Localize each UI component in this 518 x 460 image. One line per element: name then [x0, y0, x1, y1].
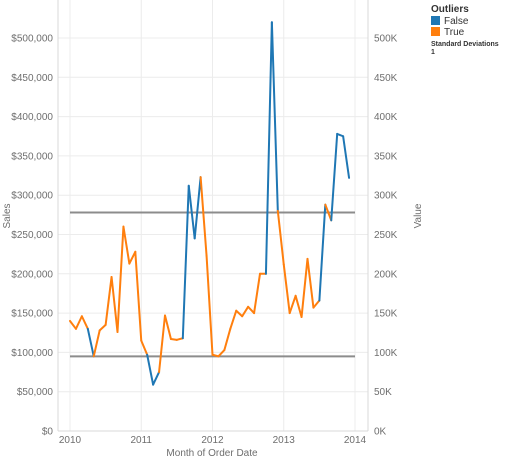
- y-tick-label-right: 50K: [374, 387, 392, 398]
- series-segment: [235, 309, 244, 318]
- series-segment: [264, 21, 273, 275]
- y-tick-label-left: $200,000: [11, 269, 53, 280]
- series-segment: [288, 294, 297, 315]
- y-axis-title: Sales: [2, 203, 13, 228]
- x-axis-title: Month of Order Date: [166, 448, 258, 459]
- y-tick-label-left: $250,000: [11, 230, 53, 241]
- legend-swatch-true[interactable]: [431, 27, 440, 36]
- series-segment: [342, 135, 351, 179]
- legend-title: Outliers: [431, 4, 469, 15]
- legend: Outliers False True Standard Deviations …: [431, 4, 499, 56]
- y-tick-label-right: 200K: [374, 269, 398, 280]
- series-segment: [330, 132, 339, 222]
- series-segment: [98, 323, 107, 332]
- series-segment: [140, 339, 149, 356]
- y-tick-label-right: 450K: [374, 73, 398, 84]
- y-tick-label-right: 100K: [374, 348, 398, 359]
- series-segment: [104, 275, 113, 326]
- series-segment: [86, 327, 95, 358]
- x-axis-labels: 2010 2011 2012 2013 2014: [59, 435, 367, 446]
- legend-note-title: Standard Deviations: [431, 41, 499, 48]
- series-segment: [324, 203, 333, 222]
- series-segment: [116, 225, 125, 333]
- series-segment: [217, 349, 226, 358]
- series-segment: [193, 176, 202, 240]
- series-segment: [205, 254, 214, 356]
- y-tick-label-left: $450,000: [11, 73, 53, 84]
- series-segment: [110, 275, 119, 333]
- series-segment: [229, 309, 238, 330]
- series-segment: [134, 250, 143, 342]
- y-axis-left-labels: $0 $50,000 $100,000 $150,000 $200,000 $250,00…: [11, 34, 53, 438]
- series-segment: [175, 337, 184, 341]
- gridlines: [58, 0, 368, 432]
- y-tick-label-left: $0: [42, 427, 54, 438]
- series-segment: [282, 263, 291, 315]
- series-segment: [92, 329, 101, 358]
- legend-swatch-false[interactable]: [431, 16, 440, 25]
- series-segment: [146, 353, 155, 386]
- x-tick-label: 2011: [130, 435, 152, 446]
- x-tick-label: 2013: [273, 435, 296, 446]
- series-segment: [74, 315, 83, 330]
- series-segment: [247, 305, 256, 315]
- y-tick-label-right: 250K: [374, 230, 398, 241]
- series-segment: [152, 371, 161, 386]
- y-tick-label-left: $400,000: [11, 112, 53, 123]
- series-segment: [306, 257, 315, 309]
- series-segment: [294, 294, 303, 319]
- series-segment: [312, 299, 321, 309]
- series-segment: [223, 327, 232, 352]
- reference-lines: [70, 211, 355, 358]
- y-tick-label-left: $150,000: [11, 309, 53, 320]
- x-tick-label: 2012: [201, 435, 224, 446]
- series-segment: [276, 209, 285, 266]
- y-tick-label-right: 350K: [374, 151, 398, 162]
- series-segment: [199, 176, 208, 257]
- y-tick-label-left: $500,000: [11, 34, 53, 45]
- series-segment: [241, 305, 250, 318]
- y-axis-right-labels: 0K 50K 100K 150K 200K 250K 300K 350K 400K 450K 500…: [374, 34, 398, 438]
- series-segment: [270, 21, 279, 212]
- y-tick-label-left: $350,000: [11, 151, 53, 162]
- series-segment: [80, 315, 89, 330]
- legend-note-value: 1: [431, 49, 435, 56]
- series-segment: [164, 314, 172, 341]
- y-tick-label-right: 150K: [374, 309, 398, 320]
- series-segment: [211, 353, 220, 358]
- series-segment: [336, 132, 345, 138]
- x-tick-label: 2014: [344, 435, 367, 446]
- series-segment: [158, 314, 166, 374]
- series-segment: [69, 319, 77, 330]
- y-tick-label-left: $100,000: [11, 348, 53, 359]
- y-tick-label-right: 0K: [374, 427, 387, 438]
- y-tick-label-right: 500K: [374, 34, 398, 45]
- y-axis-right-title: Value: [413, 203, 424, 228]
- legend-label-false[interactable]: False: [444, 16, 469, 27]
- y-tick-label-left: $50,000: [17, 387, 54, 398]
- series-segment: [181, 184, 190, 340]
- sales-series: [69, 21, 351, 386]
- series-segment: [253, 272, 261, 315]
- x-tick-label: 2010: [59, 435, 82, 446]
- series-segment: [187, 184, 196, 240]
- y-tick-label-right: 400K: [374, 112, 398, 123]
- y-tick-label-left: $300,000: [11, 191, 53, 202]
- y-tick-label-right: 300K: [374, 191, 398, 202]
- series-segment: [122, 225, 131, 265]
- legend-label-true[interactable]: True: [444, 27, 465, 38]
- series-segment: [318, 203, 327, 302]
- series-segment: [300, 257, 309, 319]
- series-segment: [128, 250, 137, 265]
